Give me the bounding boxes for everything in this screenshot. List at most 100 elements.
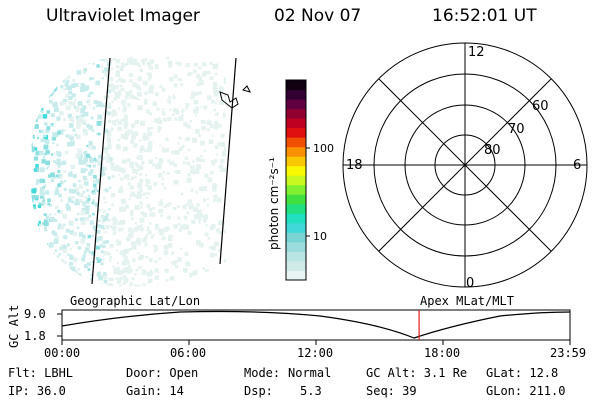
image-pixel: [167, 116, 172, 121]
image-pixel: [59, 247, 63, 251]
image-pixel: [185, 137, 189, 141]
image-pixel: [79, 192, 84, 198]
image-pixel: [142, 283, 146, 287]
image-pixel: [92, 107, 95, 110]
image-pixel: [201, 126, 206, 131]
image-pixel: [51, 275, 55, 279]
image-pixel: [57, 209, 60, 213]
image-pixel: [199, 158, 203, 162]
image-pixel: [50, 178, 55, 182]
image-pixel: [80, 238, 86, 244]
image-pixel: [77, 267, 81, 271]
image-pixel: [88, 144, 94, 150]
ip-info: IP: 36.0: [8, 384, 66, 398]
image-pixel: [130, 123, 136, 128]
image-pixel: [127, 227, 133, 233]
image-pixel: [111, 120, 115, 123]
image-pixel: [93, 100, 98, 104]
lat-label-80: 80: [484, 143, 501, 158]
image-pixel: [194, 169, 200, 174]
image-pixel: [108, 60, 112, 64]
image-pixel: [210, 252, 215, 258]
image-pixel: [43, 134, 47, 137]
image-pixel: [83, 151, 86, 154]
image-pixel: [128, 285, 133, 287]
image-pixel: [35, 82, 39, 86]
image-pixel: [172, 96, 176, 100]
image-pixel: [159, 85, 163, 89]
image-pixel: [91, 234, 94, 238]
image-pixel: [85, 247, 89, 252]
image-pixel: [154, 64, 158, 68]
image-pixel: [87, 262, 91, 266]
image-pixel: [103, 216, 106, 219]
timeline-ylabel: GC Alt: [7, 305, 21, 348]
image-pixel: [193, 108, 198, 114]
image-pixel: [47, 279, 51, 283]
image-pixel: [219, 169, 223, 172]
image-pixel: [133, 96, 137, 99]
image-pixel: [177, 62, 182, 67]
image-pixel: [85, 153, 91, 159]
image-pixel: [144, 243, 148, 247]
image-pixel: [210, 160, 216, 165]
image-pixel: [80, 217, 85, 222]
image-pixel: [47, 202, 50, 206]
image-pixel: [195, 190, 198, 194]
image-pixel: [130, 139, 135, 144]
image-pixel: [119, 167, 125, 172]
image-pixel: [195, 285, 200, 287]
image-pixel: [186, 161, 191, 166]
lat-label-60: 60: [532, 99, 549, 114]
image-pixel: [68, 95, 73, 100]
image-pixel: [144, 101, 148, 105]
mode-value: Normal: [288, 366, 332, 380]
image-pixel: [220, 164, 224, 168]
image-pixel: [67, 253, 70, 256]
image-pixel: [83, 160, 88, 165]
image-pixel: [220, 158, 225, 164]
image-pixel: [117, 126, 122, 131]
image-pixel: [193, 100, 199, 105]
image-pixel: [82, 69, 87, 74]
image-pixel: [100, 224, 105, 229]
polar-mlt-plot: [342, 42, 588, 288]
image-pixel: [37, 222, 42, 227]
image-pixel: [160, 161, 163, 165]
image-pixel: [57, 153, 62, 157]
image-pixel: [63, 118, 66, 121]
image-pixel: [57, 76, 61, 79]
image-pixel: [210, 226, 214, 231]
altitude-timeline: Geographic Lat/Lon Apex MLat/MLT 9.0 1.8…: [7, 294, 571, 348]
image-pixel: [111, 193, 115, 198]
image-pixel: [128, 198, 131, 201]
image-pixel: [88, 125, 93, 130]
image-pixel: [34, 124, 39, 129]
image-pixel: [164, 148, 169, 153]
image-pixel: [80, 107, 86, 113]
image-pixel: [38, 75, 42, 79]
image-pixel: [68, 117, 73, 122]
image-pixel: [223, 81, 226, 84]
image-pixel: [32, 287, 36, 291]
image-pixel: [76, 226, 80, 229]
image-pixel: [80, 210, 86, 216]
image-pixel: [42, 156, 46, 159]
image-pixel: [139, 206, 143, 209]
image-pixel: [69, 255, 74, 260]
image-pixel: [77, 273, 82, 277]
image-pixel: [173, 179, 179, 185]
auroral-image: [29, 56, 251, 291]
timeline-left-title: Geographic Lat/Lon: [70, 294, 200, 308]
image-pixel: [119, 66, 124, 71]
image-pixel: [150, 60, 153, 63]
image-pixel: [78, 160, 84, 165]
image-pixel: [194, 62, 198, 67]
image-pixel: [88, 140, 93, 146]
image-pixel: [224, 102, 226, 106]
image-pixel: [177, 257, 182, 262]
image-pixel: [62, 248, 68, 254]
image-pixel: [102, 166, 107, 171]
image-pixel: [107, 252, 111, 256]
image-pixel: [102, 146, 107, 151]
